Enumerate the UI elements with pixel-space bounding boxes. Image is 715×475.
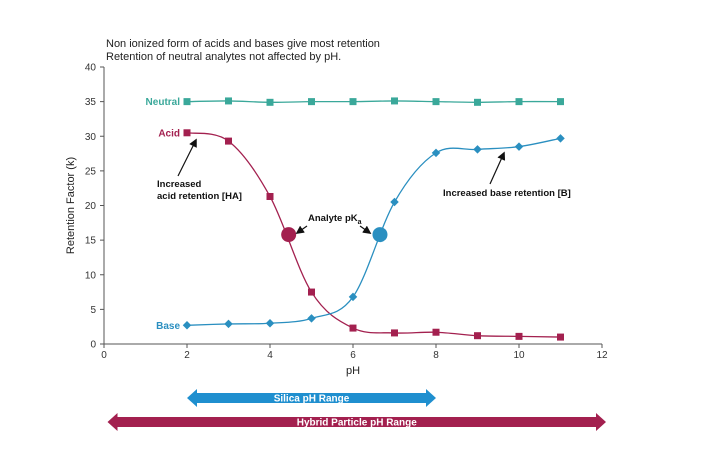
- neutral-data-point: [474, 98, 481, 106]
- base-data-point: [390, 197, 399, 207]
- x-tick-label: 12: [596, 350, 608, 361]
- base-data-point: [265, 318, 275, 328]
- neutral-data-point: [266, 98, 274, 106]
- base-series-label: Base: [156, 321, 180, 332]
- acid-data-point: [391, 329, 398, 337]
- acid-data-point: [183, 129, 191, 137]
- base-retention-annotation: Increased base retention [B]: [443, 188, 571, 199]
- pka-base-arrow: [359, 225, 372, 234]
- x-tick-label: 10: [513, 350, 525, 361]
- hybrid-ph-range-arrow: [107, 413, 606, 431]
- chart-description-line2: Retention of neutral analytes not affect…: [106, 51, 342, 63]
- neutral-series-label: Neutral: [146, 97, 181, 108]
- neutral-series-line: [186, 100, 561, 103]
- pka-annotation-subscript: a: [358, 219, 362, 226]
- acid-data-point: [515, 332, 523, 340]
- x-axis-title: pH: [346, 365, 360, 377]
- x-tick-label: 4: [267, 350, 273, 361]
- base-data-point: [182, 321, 192, 330]
- silica-ph-range-label: Silica pH Range: [274, 394, 350, 405]
- neutral-data-point: [225, 97, 232, 105]
- base-data-point: [224, 319, 233, 329]
- neutral-data-point: [308, 98, 315, 106]
- hybrid-ph-range-label: Hybrid Particle pH Range: [297, 418, 417, 429]
- acid-retention-annotation-line2: acid retention [HA]: [157, 191, 242, 202]
- base-pka-point: [372, 227, 388, 243]
- acid-retention-annotation-line1: Increased: [157, 179, 202, 190]
- acid-pka-point: [281, 227, 297, 243]
- acid-series-line: [186, 132, 561, 338]
- y-tick-label: 25: [85, 166, 97, 177]
- neutral-data-point: [515, 98, 523, 106]
- x-tick-label: 8: [433, 350, 439, 361]
- neutral-data-point: [432, 98, 440, 106]
- pka-annotation: Analyte pKa: [308, 213, 362, 226]
- base-retention-arrow: [489, 151, 506, 185]
- chart-description-line1: Non ionized form of acids and bases give…: [106, 38, 380, 50]
- base-data-point: [307, 314, 316, 323]
- base-data-point: [556, 134, 565, 143]
- y-tick-label: 20: [85, 201, 97, 212]
- y-tick-label: 35: [85, 97, 97, 108]
- acid-data-point: [266, 192, 274, 200]
- x-tick-label: 2: [184, 350, 190, 361]
- neutral-data-point: [349, 98, 357, 106]
- acid-series-label: Acid: [158, 128, 180, 139]
- x-tick-label: 6: [350, 350, 356, 361]
- acid-data-point: [308, 288, 315, 296]
- y-axis-title: Retention Factor (k): [65, 157, 77, 254]
- pka-acid-arrow: [295, 225, 308, 234]
- y-tick-label: 10: [85, 270, 97, 281]
- acid-retention-arrow: [177, 138, 197, 177]
- neutral-data-point: [391, 97, 398, 105]
- x-tick-label: 0: [101, 350, 107, 361]
- base-series-line: [186, 137, 561, 326]
- acid-data-point: [432, 328, 440, 336]
- silica-ph-range-arrow: [187, 389, 436, 407]
- neutral-data-point: [183, 98, 191, 106]
- acid-data-point: [225, 137, 232, 145]
- y-tick-label: 30: [85, 132, 97, 143]
- base-data-point: [431, 148, 441, 158]
- acid-data-point: [474, 332, 481, 340]
- neutral-data-point: [557, 98, 564, 106]
- acid-data-point: [349, 324, 357, 332]
- y-tick-label: 5: [90, 305, 96, 316]
- y-tick-label: 0: [90, 340, 96, 351]
- base-data-point: [473, 145, 482, 154]
- y-tick-label: 15: [85, 236, 97, 247]
- base-data-point: [514, 142, 524, 151]
- y-tick-label: 40: [85, 63, 97, 74]
- base-data-point: [348, 292, 358, 302]
- acid-data-point: [557, 333, 564, 341]
